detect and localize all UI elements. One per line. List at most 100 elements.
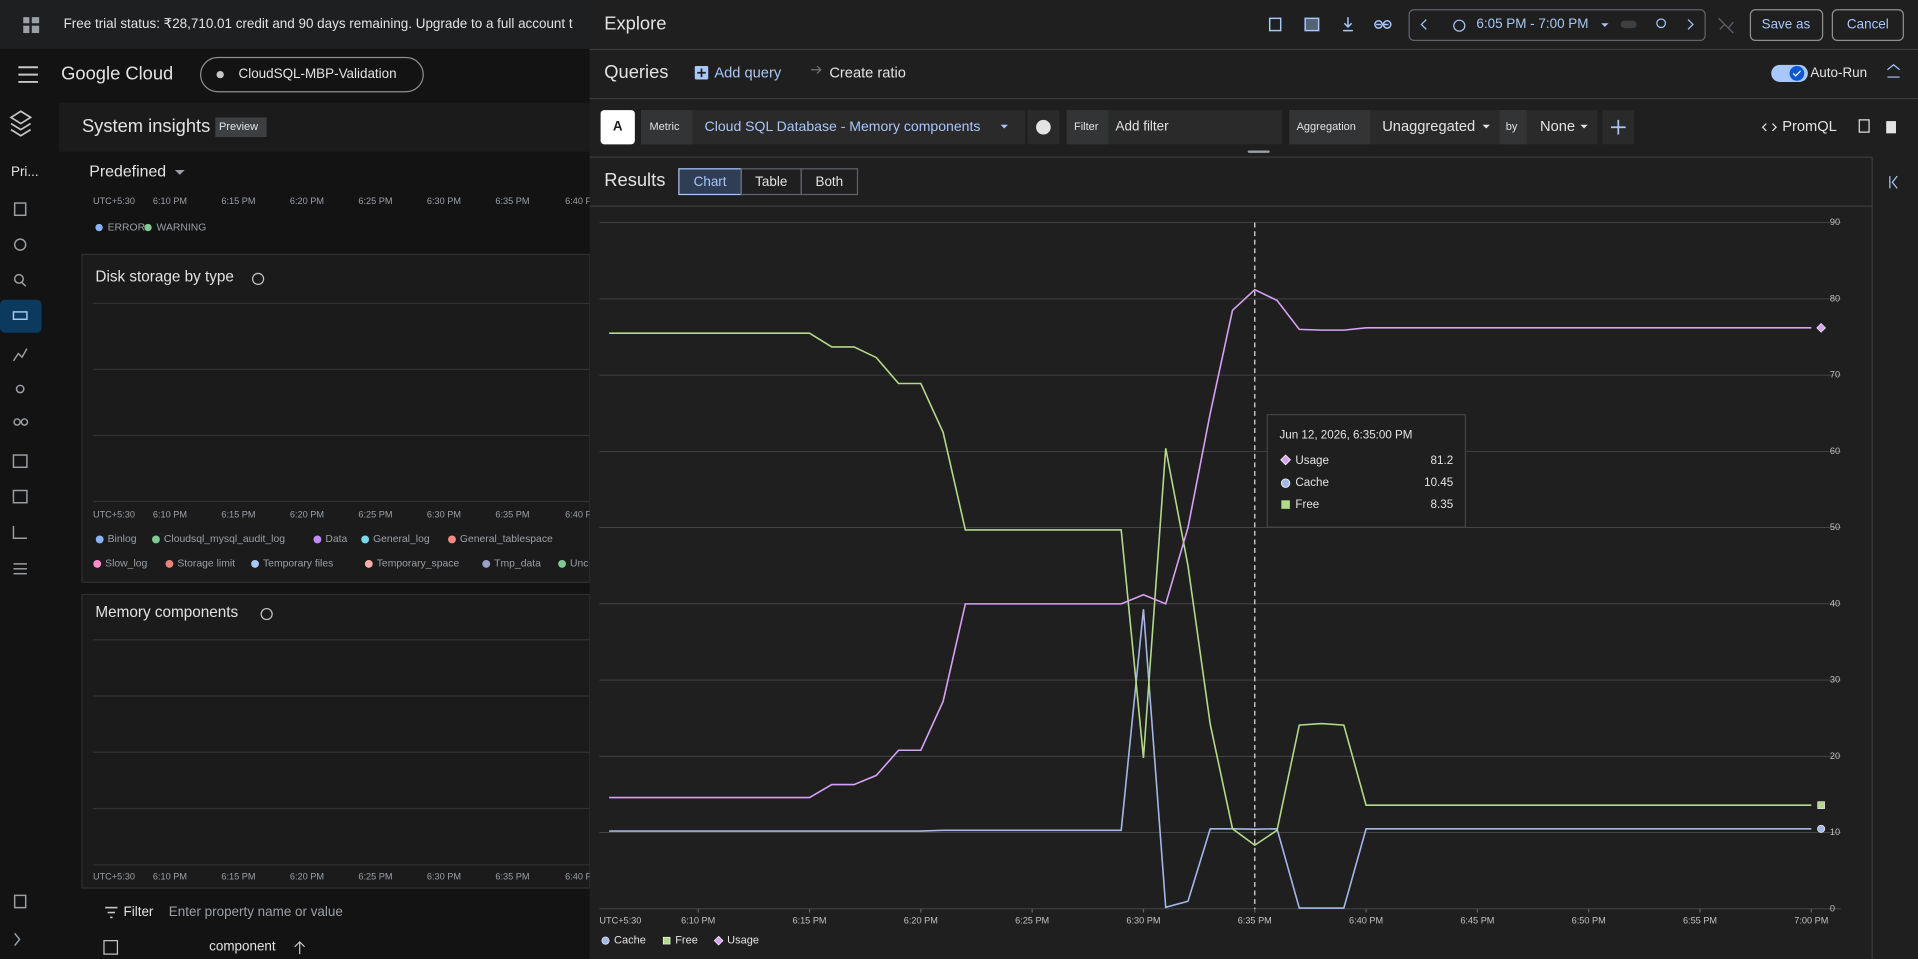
legend-label: Slow_log bbox=[105, 559, 147, 570]
legend-marker bbox=[364, 559, 373, 568]
side-panel-icon[interactable] bbox=[1889, 175, 1898, 189]
clock-icon bbox=[1453, 19, 1466, 32]
mini-x-label: 6:10 PM bbox=[153, 196, 187, 206]
by-label: by bbox=[1506, 121, 1518, 133]
legend-label: WARNING bbox=[157, 222, 207, 233]
mini-x-label: 6:40 F bbox=[565, 871, 591, 881]
trial-banner: Free trial status: ₹28,710.01 credit and… bbox=[64, 16, 573, 31]
y-tick-label: 10 bbox=[1830, 827, 1840, 837]
preview-badge: Preview bbox=[219, 121, 258, 133]
filter-placeholder[interactable]: Add filter bbox=[1116, 119, 1170, 134]
filter-label-bg bbox=[1066, 110, 1109, 145]
tooltip: Jun 12, 2026, 6:35:00 PM Usage 81.2 Cach… bbox=[1266, 414, 1467, 528]
project-name[interactable]: CloudSQL-MBP-Validation bbox=[239, 66, 397, 81]
promql-link[interactable]: PromQL bbox=[1782, 119, 1837, 135]
results-title: Results bbox=[604, 169, 665, 190]
mini-x-label: 6:10 PM bbox=[153, 509, 187, 519]
toolbar-icons[interactable] bbox=[1268, 17, 1392, 32]
refresh-icon[interactable] bbox=[251, 272, 265, 286]
mini-x-label: UTC+5:30 bbox=[93, 509, 135, 519]
project-picker[interactable] bbox=[199, 56, 424, 93]
tab[interactable] bbox=[800, 168, 859, 196]
product-name: Google Cloud bbox=[61, 62, 173, 83]
cancel-label[interactable]: Cancel bbox=[1847, 17, 1889, 32]
refresh-icon[interactable] bbox=[260, 607, 273, 621]
legend-label: Tmp_data bbox=[494, 559, 541, 570]
compare-icon[interactable] bbox=[1718, 17, 1734, 34]
legend-label: ERROR bbox=[108, 222, 146, 233]
cancel-button[interactable] bbox=[1831, 9, 1904, 41]
delete-icon[interactable] bbox=[1886, 121, 1896, 134]
y-tick-label: 70 bbox=[1830, 370, 1840, 380]
add-query[interactable]: Add query bbox=[714, 65, 781, 81]
save-label[interactable]: Save as bbox=[1762, 17, 1811, 32]
metric-label-bg bbox=[640, 110, 693, 145]
legend-marker bbox=[448, 535, 456, 544]
series-line bbox=[609, 609, 1812, 909]
explore-title: Explore bbox=[604, 12, 666, 33]
nav-short-label: Pri... bbox=[11, 164, 39, 179]
tab-label[interactable]: Chart bbox=[694, 174, 727, 189]
live-toggle[interactable] bbox=[1620, 20, 1637, 29]
metric-field[interactable] bbox=[640, 110, 1026, 145]
filter-input[interactable]: Enter property name or value bbox=[169, 904, 343, 919]
nav-icons[interactable] bbox=[12, 202, 29, 947]
prev-button[interactable] bbox=[1420, 19, 1427, 30]
tab-label[interactable]: Both bbox=[816, 174, 844, 189]
tab-label[interactable]: Table bbox=[755, 174, 787, 189]
page-header bbox=[58, 102, 590, 152]
legend-label: Temporary files bbox=[263, 559, 333, 570]
copy-icon[interactable] bbox=[1858, 119, 1870, 133]
x-tick-label: 6:15 PM bbox=[792, 916, 826, 926]
nav-active bbox=[0, 299, 42, 333]
time-picker[interactable] bbox=[1408, 9, 1706, 41]
metric-label: Metric bbox=[650, 121, 680, 133]
create-ratio: Create ratio bbox=[829, 65, 906, 81]
nav-rail bbox=[0, 102, 59, 959]
menu-icon[interactable] bbox=[18, 66, 38, 83]
product-icon[interactable] bbox=[9, 110, 33, 137]
save-button[interactable] bbox=[1749, 9, 1824, 41]
mini-x-label: 6:35 PM bbox=[495, 871, 529, 881]
table-header[interactable]: component bbox=[209, 938, 276, 953]
legend-marker bbox=[482, 559, 491, 568]
next-button[interactable] bbox=[1687, 19, 1694, 30]
time-range[interactable]: 6:05 PM - 7:00 PM bbox=[1476, 16, 1588, 31]
legend-marker bbox=[251, 559, 259, 568]
x-tick-label: 6:45 PM bbox=[1460, 916, 1494, 926]
collapse-icon[interactable] bbox=[1887, 64, 1901, 78]
query-letter-box bbox=[600, 110, 635, 145]
legend-label: General_log bbox=[373, 534, 430, 545]
tooltip-marker bbox=[1280, 454, 1292, 466]
checkbox[interactable] bbox=[103, 940, 119, 955]
tab[interactable] bbox=[678, 168, 742, 196]
legend-marker bbox=[313, 535, 322, 544]
toggle-check bbox=[1792, 70, 1802, 77]
ratio-icon bbox=[810, 65, 822, 74]
filter-label: Filter bbox=[1074, 121, 1099, 133]
x-tick-label: 6:30 PM bbox=[1126, 916, 1160, 926]
legend-label: Unc bbox=[570, 559, 588, 570]
filter-label: Filter bbox=[124, 904, 154, 919]
group-value[interactable]: None bbox=[1540, 119, 1575, 135]
dropdown[interactable]: Predefined bbox=[89, 164, 166, 181]
resize-handle[interactable] bbox=[1247, 150, 1270, 153]
mini-x-label: 6:20 PM bbox=[290, 509, 324, 519]
tabs: Chart Table Both bbox=[678, 168, 859, 196]
x-tick-label: 6:25 PM bbox=[1015, 916, 1049, 926]
y-tick-label: 40 bbox=[1830, 598, 1840, 608]
metric-value[interactable]: Cloud SQL Database - Memory components bbox=[705, 118, 981, 134]
legend-marker bbox=[95, 535, 104, 544]
mini-x-label: 6:30 PM bbox=[427, 196, 461, 206]
badge-bg bbox=[215, 117, 267, 137]
dropdown-caret bbox=[174, 170, 185, 175]
apps-icon[interactable] bbox=[23, 17, 40, 34]
mini-x-label: 6:15 PM bbox=[221, 196, 255, 206]
sort-icon bbox=[294, 941, 306, 955]
zoom-icon[interactable] bbox=[1656, 18, 1667, 29]
end-marker bbox=[1816, 323, 1826, 333]
by-bg bbox=[1499, 110, 1527, 145]
aggregation-value[interactable]: Unaggregated bbox=[1382, 119, 1475, 135]
metric-caret bbox=[1000, 124, 1008, 129]
mini-x-label: 6:30 PM bbox=[427, 871, 461, 881]
